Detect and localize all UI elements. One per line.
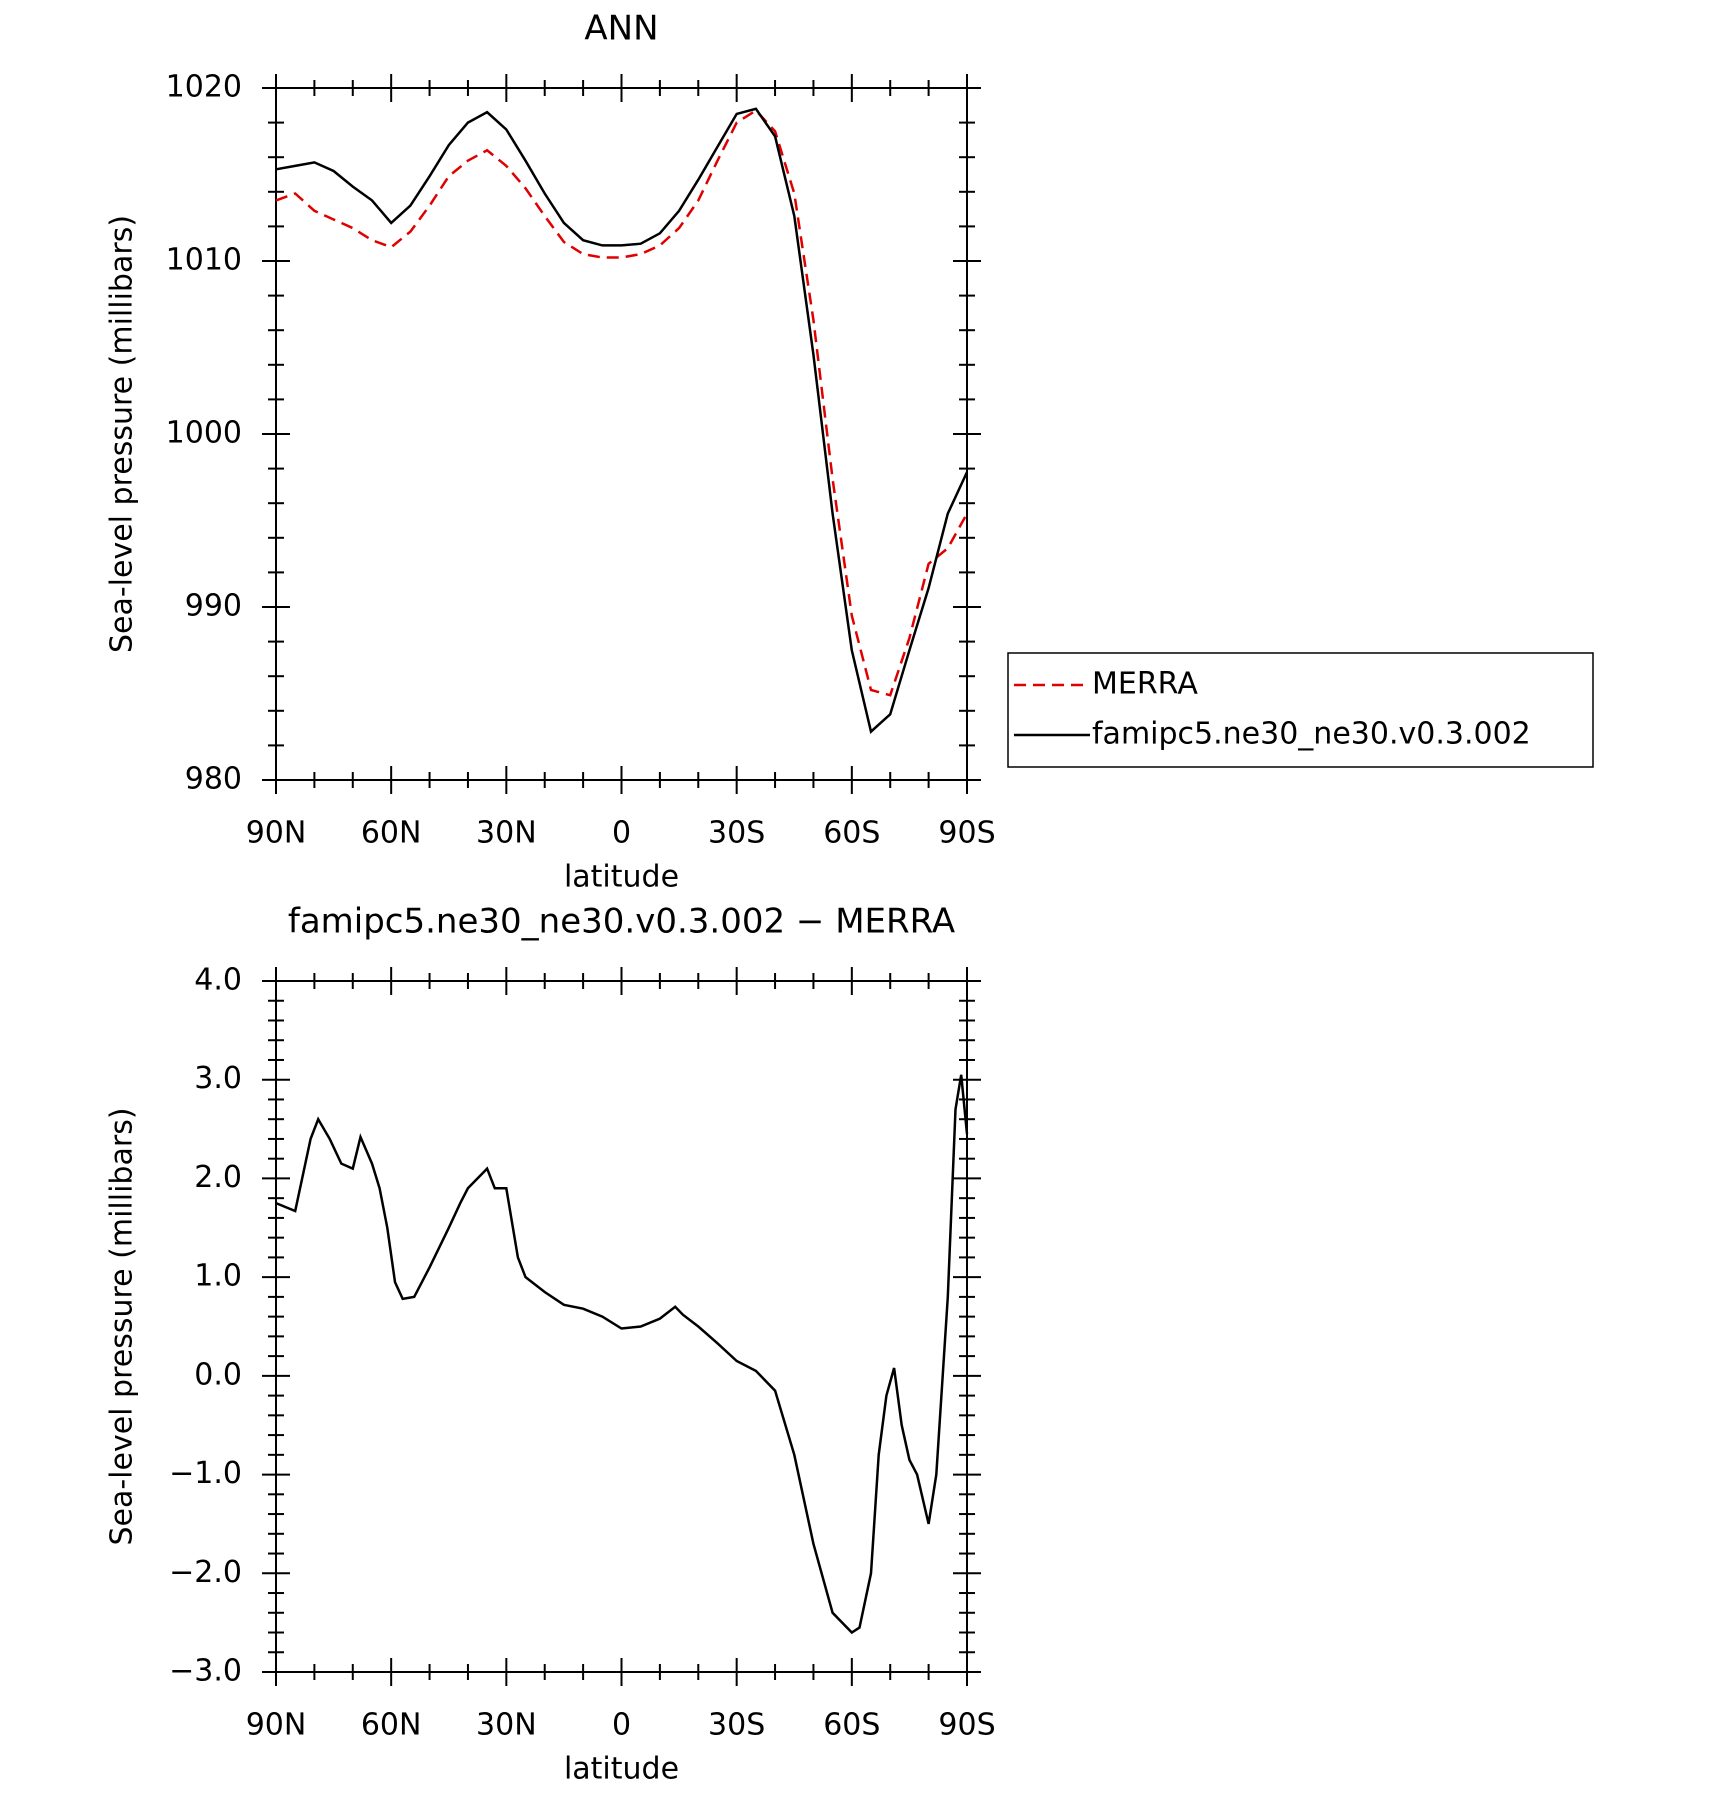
x-tick-label: 90S — [938, 816, 995, 851]
y-tick-label: 0.0 — [194, 1357, 242, 1392]
x-tick-label: 60S — [823, 816, 880, 851]
data-line — [275, 108, 969, 697]
x-tick-label: 0 — [612, 1708, 631, 1743]
x-axis-label: latitude — [564, 1752, 679, 1787]
data-line — [275, 107, 969, 734]
y-axis-label: Sea-level pressure (millibars) — [105, 215, 140, 653]
x-tick-label: 60S — [823, 1708, 880, 1743]
x-tick-label: 30S — [708, 1708, 765, 1743]
x-tick-label: 30S — [708, 816, 765, 851]
y-tick-label: 4.0 — [194, 963, 242, 998]
chart: famipc5.ne30_ne30.v0.3.002 − MERRA latitu… — [105, 902, 996, 1787]
y-tick-label: −1.0 — [169, 1456, 242, 1491]
x-tick-label: 90N — [246, 816, 307, 851]
y-tick-label: 1.0 — [194, 1259, 242, 1294]
y-tick-label: 990 — [185, 589, 242, 624]
y-axis-label: Sea-level pressure (millibars) — [105, 1107, 140, 1545]
x-tick-label: 90S — [938, 1708, 995, 1743]
x-tick-label: 90N — [246, 1708, 307, 1743]
y-tick-label: 1000 — [166, 416, 242, 451]
legend-box — [1007, 652, 1594, 768]
y-tick-label: 3.0 — [194, 1061, 242, 1096]
x-tick-label: 0 — [612, 816, 631, 851]
y-tick-label: −2.0 — [169, 1555, 242, 1590]
chart-title: ANN — [584, 9, 658, 49]
y-tick-label: 1010 — [166, 243, 242, 278]
plot-frame — [275, 980, 968, 1673]
y-tick-label: 980 — [185, 762, 242, 797]
legend-label: MERRA — [1092, 667, 1198, 702]
legend-label: famipc5.ne30_ne30.v0.3.002 — [1092, 717, 1531, 752]
x-tick-label: 60N — [361, 1708, 422, 1743]
chart: ANN latitude Sea-level pressure (millibars… — [105, 9, 1594, 895]
x-tick-label: 30N — [476, 1708, 537, 1743]
x-tick-label: 30N — [476, 816, 537, 851]
y-tick-label: −3.0 — [169, 1654, 242, 1689]
y-tick-label: 2.0 — [194, 1160, 242, 1195]
y-tick-label: 1020 — [166, 70, 242, 105]
x-axis-label: latitude — [564, 860, 679, 895]
legend: MERRA famipc5.ne30_ne30.v0.3.002 — [1007, 652, 1594, 768]
data-line — [275, 1074, 969, 1635]
x-tick-label: 60N — [361, 816, 422, 851]
plot-frame — [275, 87, 968, 781]
chart-title: famipc5.ne30_ne30.v0.3.002 − MERRA — [288, 902, 955, 942]
